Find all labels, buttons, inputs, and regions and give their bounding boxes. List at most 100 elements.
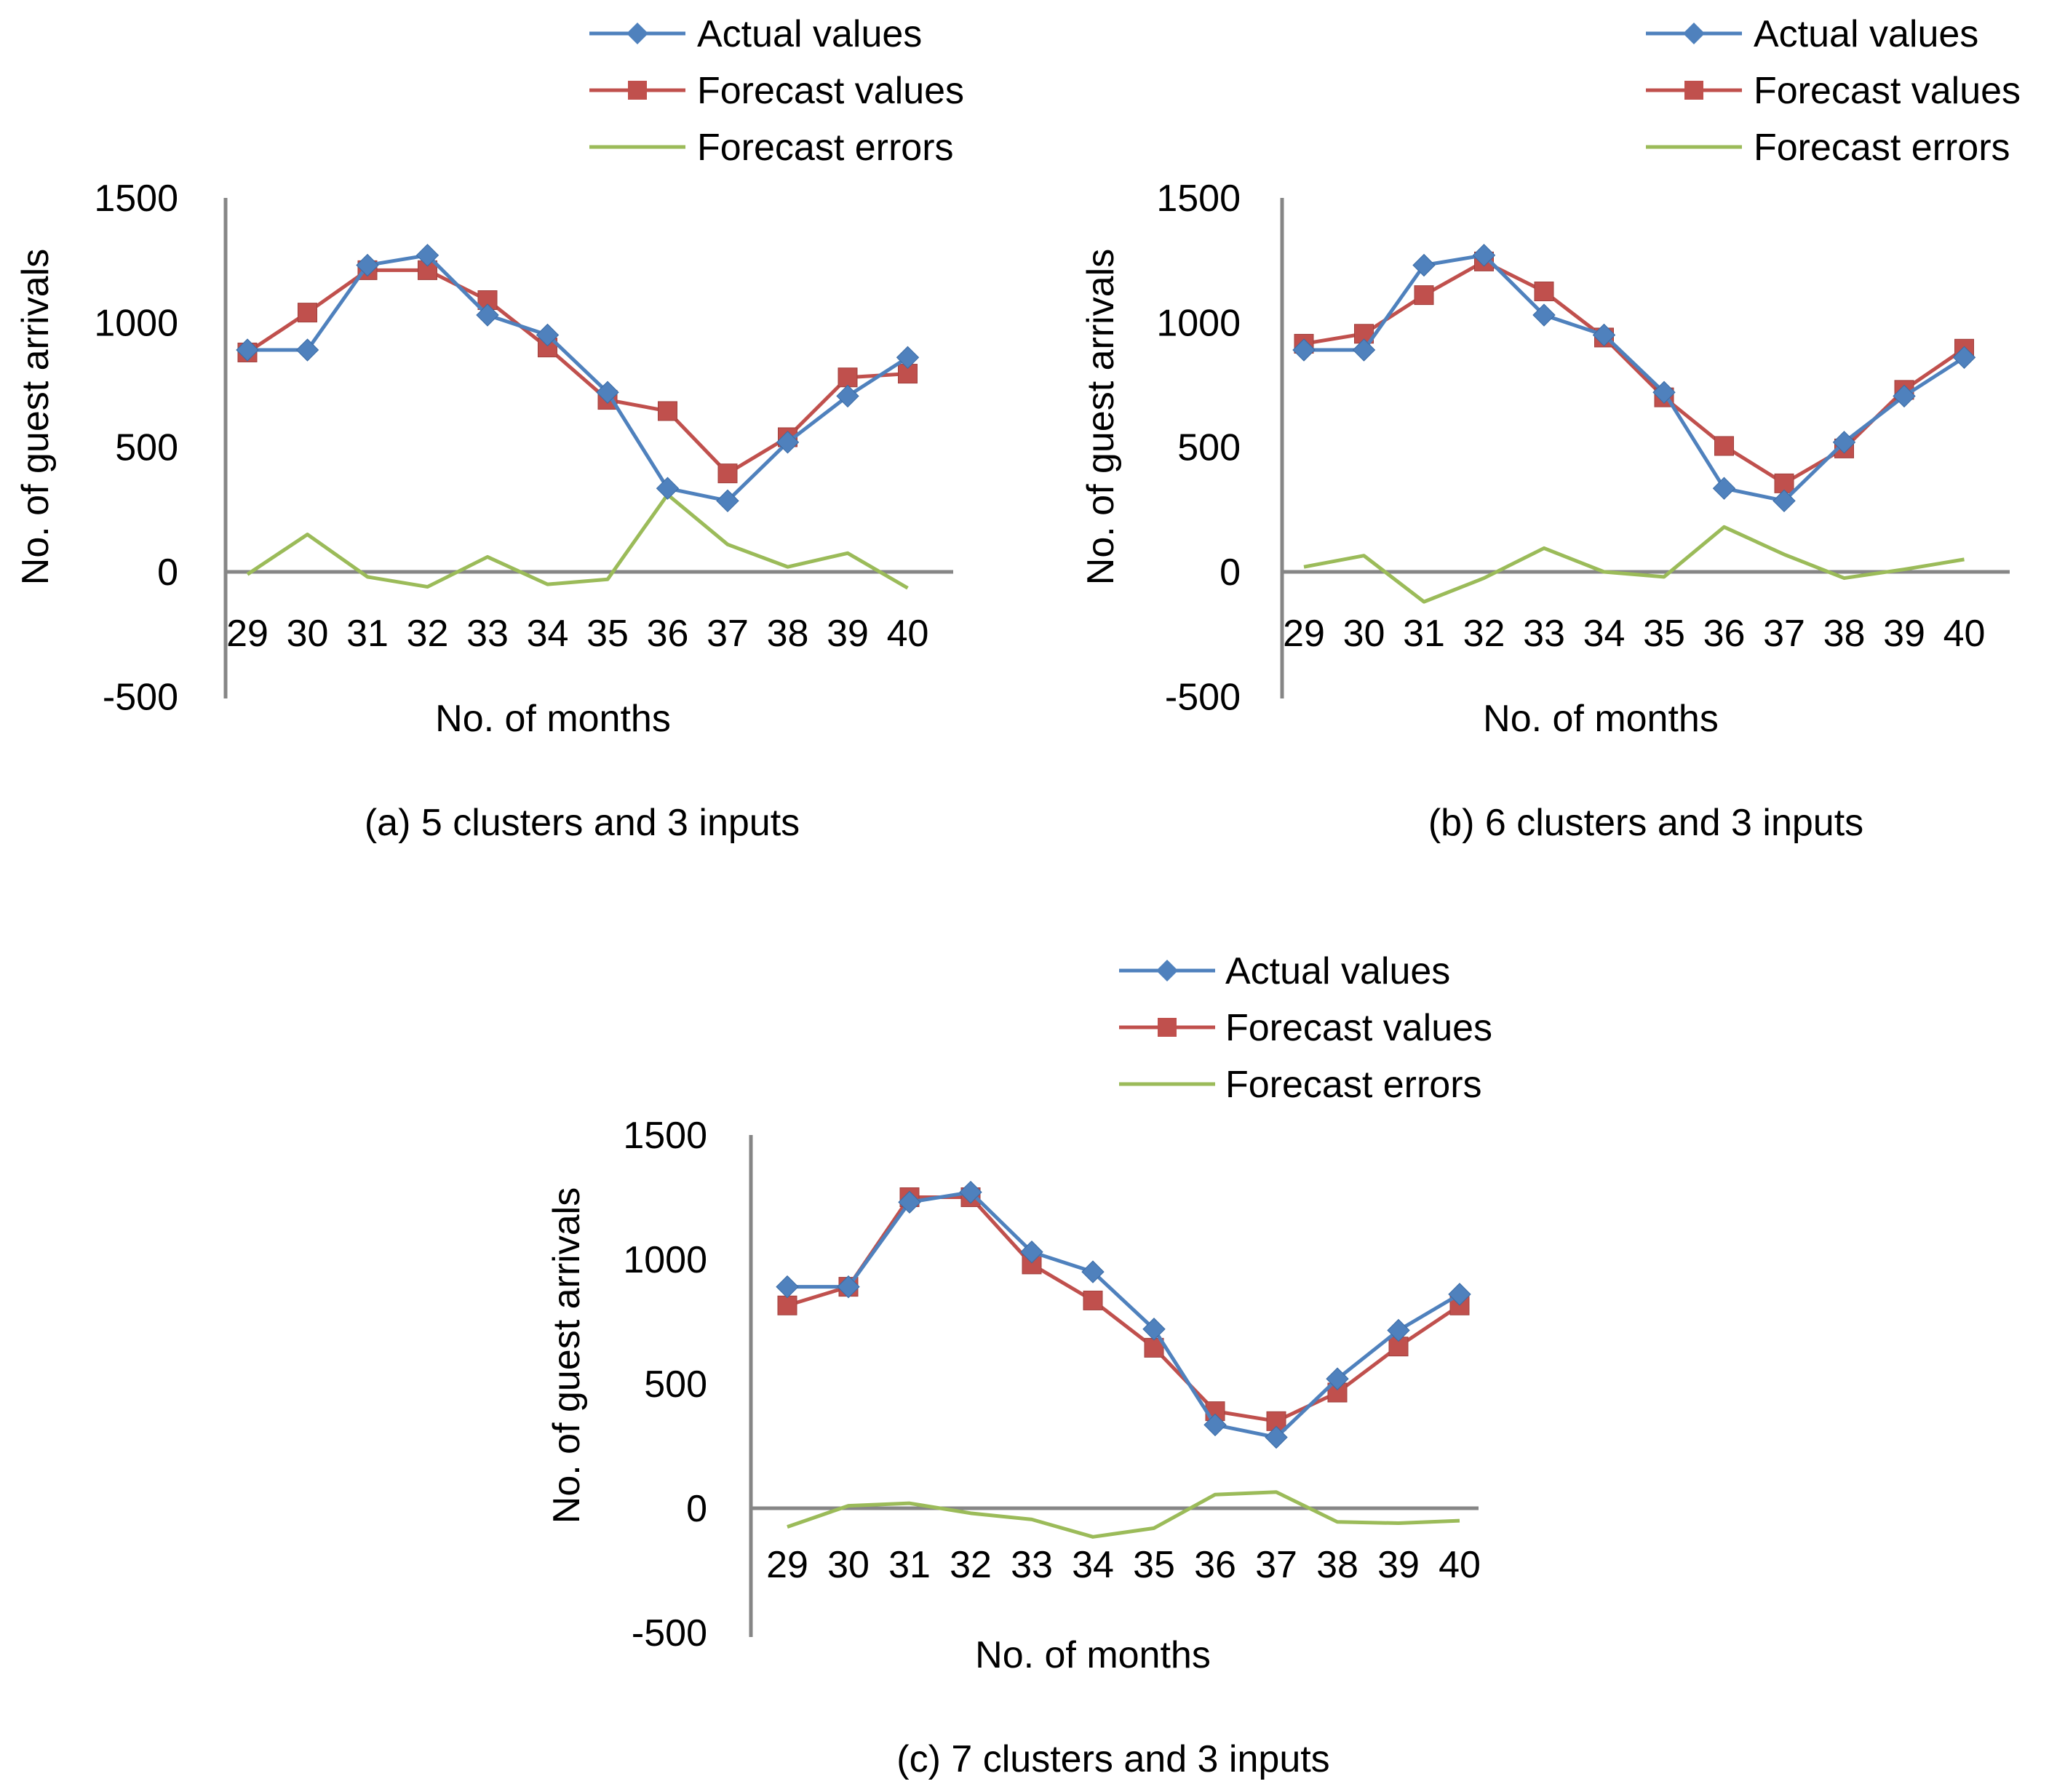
x-tick-label: 35	[586, 613, 629, 655]
data-point-actual	[1893, 384, 1916, 408]
x-tick-label: 33	[1011, 1544, 1053, 1586]
data-point-forecast	[837, 367, 858, 388]
x-tick-label: 37	[1763, 613, 1805, 655]
series-line	[1303, 525, 1965, 604]
x-tick-label: 30	[287, 613, 329, 655]
legend-label: Forecast errors	[1754, 127, 2010, 169]
y-axis-title: No. of guest arrivals	[546, 1187, 588, 1524]
data-point-forecast	[777, 1295, 797, 1315]
series-line	[787, 1190, 1461, 1440]
series-line	[246, 268, 908, 476]
chart-panel-1: 1500 1000 500 0 -500 29 30 31 32 33 34 35 36 37 38 39 40…	[15, 13, 964, 844]
y-tick-label: 0	[686, 1488, 707, 1530]
x-tick-label: 38	[1316, 1544, 1358, 1586]
series-forecast-values	[237, 260, 918, 484]
legend: Actual values Forecast values Forecast err…	[1119, 950, 1492, 1106]
x-tick-label: 29	[226, 613, 268, 655]
x-tick-label: 34	[1072, 1544, 1114, 1586]
data-point-actual	[476, 303, 499, 327]
x-tick-label: 34	[1583, 613, 1626, 655]
data-point-actual	[836, 384, 859, 408]
data-point-actual	[1652, 381, 1676, 404]
data-point-actual	[1448, 1283, 1471, 1306]
series-forecast-errors	[1303, 525, 1965, 604]
series-actual-values	[236, 244, 920, 513]
data-point-forecast	[1083, 1290, 1103, 1310]
data-point-actual	[1203, 1413, 1227, 1437]
data-point-actual	[837, 1275, 860, 1299]
data-point-actual	[1772, 489, 1796, 513]
x-tick-label: 36	[1703, 613, 1746, 655]
y-tick-label: 1000	[623, 1239, 707, 1281]
series-line	[1304, 253, 1965, 503]
data-point-forecast	[1714, 436, 1734, 456]
x-tick-label: 31	[1403, 613, 1445, 655]
chart-panel-3: 1500 1000 500 0 -500 29 30 31 32 33 34 35 36 37 38 39 40…	[546, 950, 1492, 1780]
series-actual-values	[1292, 244, 1976, 513]
figure-caption: (c) 7 clusters and 3 inputs	[896, 1738, 1329, 1780]
y-tick-label: -500	[103, 676, 178, 718]
data-point-actual	[1532, 303, 1556, 327]
y-tick-label: 1000	[94, 302, 178, 344]
data-point-actual	[596, 381, 619, 404]
x-tick-label: 40	[887, 613, 929, 655]
x-tick-label: 39	[1377, 1544, 1420, 1586]
y-tick-label: 500	[644, 1363, 707, 1406]
data-point-forecast	[298, 303, 317, 323]
figure-caption: (b) 6 clusters and 3 inputs	[1428, 802, 1863, 844]
x-tick-label: 31	[888, 1544, 931, 1586]
x-tick-label: 32	[407, 613, 449, 655]
data-point-actual	[536, 323, 560, 347]
x-tick-label: 35	[1133, 1544, 1175, 1586]
data-point-actual	[1832, 431, 1856, 454]
data-point-actual	[1592, 323, 1616, 347]
x-tick-label: 30	[1343, 613, 1385, 655]
x-axis-title: No. of months	[435, 698, 671, 740]
y-axis-title: No. of guest arrivals	[15, 249, 57, 585]
data-point-actual	[776, 1275, 799, 1299]
legend-marker-diamond-icon	[1156, 960, 1178, 981]
legend-marker-square-icon	[1684, 81, 1703, 100]
x-tick-label: 39	[827, 613, 869, 655]
x-tick-label: 37	[707, 613, 749, 655]
legend-label: Actual values	[697, 13, 922, 55]
x-tick-label: 40	[1943, 613, 1986, 655]
data-point-forecast	[1534, 282, 1554, 301]
data-point-actual	[959, 1180, 982, 1204]
data-point-forecast	[1414, 285, 1434, 306]
y-axis-title: No. of guest arrivals	[1080, 249, 1122, 585]
y-tick-label: 0	[1219, 551, 1241, 594]
data-point-actual	[1265, 1425, 1288, 1449]
data-point-actual	[1712, 477, 1736, 500]
legend-marker-square-icon	[1158, 1018, 1177, 1037]
data-point-actual	[295, 338, 319, 362]
data-point-forecast	[717, 463, 738, 484]
series-line	[246, 493, 909, 590]
data-point-actual	[236, 338, 259, 362]
x-tick-label: 38	[1823, 613, 1866, 655]
legend: Actual values Forecast values Forecast err…	[1646, 13, 2021, 169]
series-forecast-values	[777, 1187, 1470, 1431]
data-point-actual	[1412, 253, 1436, 277]
legend-label: Forecast values	[697, 70, 964, 112]
legend-label: Forecast values	[1754, 70, 2021, 112]
legend-label: Actual values	[1754, 13, 1978, 55]
x-tick-label: 39	[1883, 613, 1925, 655]
legend-label: Actual values	[1225, 950, 1450, 992]
chart-panel-2: 1500 1000 500 0 -500 29 30 31 32 33 34 35 36 37 38 39 40…	[1080, 13, 2021, 844]
data-point-actual	[356, 253, 379, 277]
x-tick-label: 33	[466, 613, 509, 655]
series-line	[1303, 259, 1965, 485]
x-axis-title: No. of months	[1483, 698, 1719, 740]
data-point-actual	[1387, 1318, 1410, 1342]
x-tick-label: 32	[950, 1544, 992, 1586]
legend-label: Forecast errors	[697, 127, 954, 169]
data-point-actual	[656, 477, 680, 500]
data-point-actual	[1142, 1318, 1166, 1341]
data-point-actual	[415, 244, 439, 267]
data-point-actual	[1292, 338, 1316, 362]
legend-marker-square-icon	[628, 81, 647, 100]
legend-label: Forecast values	[1225, 1007, 1492, 1049]
y-tick-label: 500	[115, 427, 178, 469]
x-tick-label: 33	[1523, 613, 1565, 655]
